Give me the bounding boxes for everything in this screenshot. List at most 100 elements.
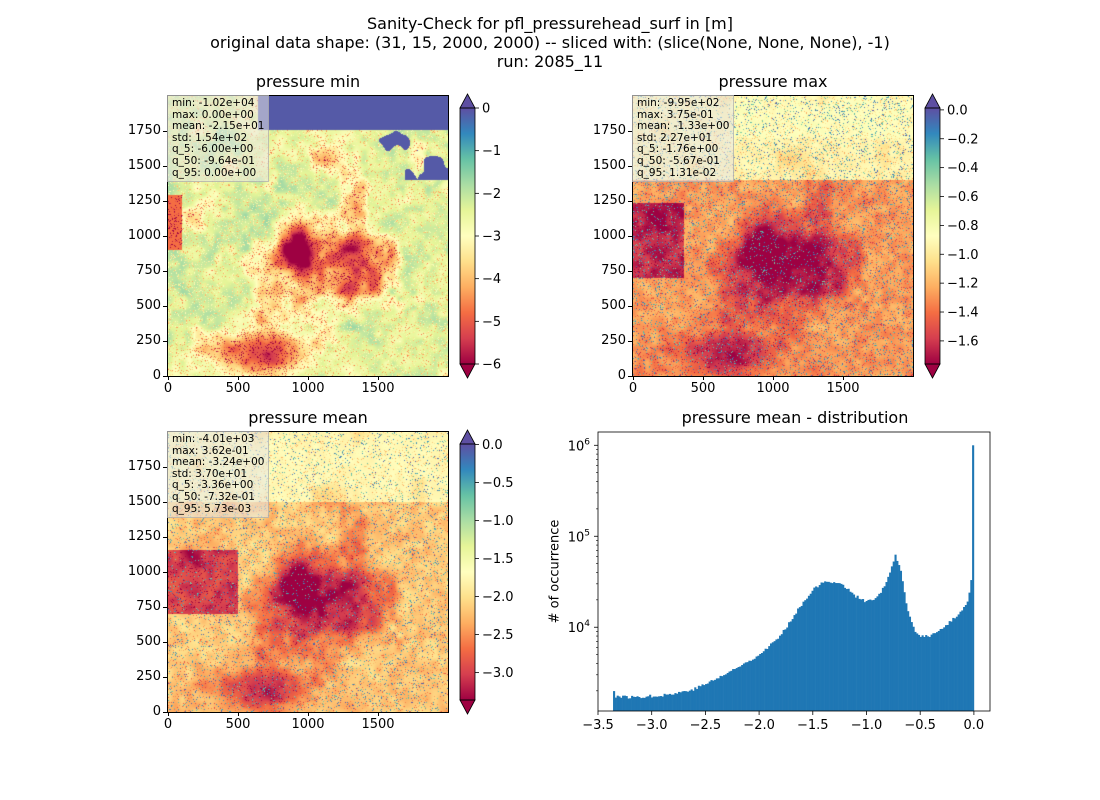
histogram-bar bbox=[777, 638, 780, 711]
x-tick-mark bbox=[307, 376, 309, 380]
histogram-bar bbox=[963, 606, 966, 711]
histogram-bar bbox=[708, 681, 711, 711]
histogram-bar bbox=[885, 582, 888, 711]
histogram-bar bbox=[831, 583, 834, 711]
figure-title-line-3: run: 2085_11 bbox=[496, 52, 604, 71]
colorbar-tick-label: −1.6 bbox=[947, 334, 979, 349]
colorbar-tick-label: 0 bbox=[482, 102, 490, 117]
histogram-bar bbox=[968, 592, 971, 711]
x-tick-mark bbox=[377, 376, 379, 380]
colorbar-tick-label: −2 bbox=[482, 187, 501, 202]
histogram-bar bbox=[797, 608, 800, 711]
histogram-bars bbox=[613, 445, 975, 711]
histogram-bar bbox=[732, 669, 735, 711]
histogram-bar bbox=[699, 686, 702, 711]
histogram-bar bbox=[658, 696, 661, 711]
histogram-bar bbox=[739, 666, 742, 711]
x-tick-mark bbox=[842, 376, 844, 380]
histogram-bar bbox=[966, 601, 969, 711]
histogram-bar bbox=[741, 665, 744, 711]
histogram-bar bbox=[629, 698, 632, 711]
histogram-bar bbox=[661, 696, 664, 711]
histogram-bar bbox=[733, 669, 737, 711]
histogram-bar bbox=[883, 586, 886, 711]
histogram-bar bbox=[714, 679, 717, 711]
histogram-bar bbox=[762, 651, 765, 711]
histogram-bar bbox=[834, 583, 838, 711]
colorbar-extend-min bbox=[459, 699, 476, 715]
histogram-bar bbox=[822, 582, 825, 711]
colorbar-body bbox=[460, 108, 475, 364]
histogram-bar bbox=[856, 595, 859, 711]
panel-title-distribution: pressure mean - distribution bbox=[681, 408, 909, 427]
histogram-bar bbox=[907, 611, 910, 711]
histogram-bar bbox=[789, 621, 792, 711]
histogram-bar bbox=[623, 695, 626, 711]
histogram-bar bbox=[719, 675, 722, 711]
y-tick-label: 1000 bbox=[127, 564, 161, 579]
histogram-bar bbox=[854, 597, 857, 711]
y-tick-label: 1250 bbox=[127, 193, 161, 208]
histogram-bar bbox=[843, 587, 847, 711]
histogram-bar bbox=[820, 582, 823, 711]
y-tick-mark bbox=[628, 165, 632, 167]
histogram-bar bbox=[723, 675, 726, 711]
histogram-bar bbox=[896, 560, 899, 711]
histogram-bar bbox=[816, 587, 820, 711]
histogram-bar bbox=[670, 694, 673, 711]
histogram-bar bbox=[809, 593, 812, 711]
histogram-bar bbox=[620, 697, 623, 711]
histogram-bar bbox=[964, 605, 967, 711]
histogram-bar bbox=[627, 698, 630, 711]
colorbar-tick-label: −0.4 bbox=[947, 161, 979, 176]
histogram-bar bbox=[791, 619, 794, 711]
histogram-bar bbox=[825, 581, 829, 711]
y-tick-label: 1500 bbox=[127, 494, 161, 509]
histogram-bar bbox=[836, 583, 839, 711]
colorbar-tick-label: −0.8 bbox=[947, 219, 979, 234]
panel-title-mean: pressure mean bbox=[248, 408, 368, 427]
y-tick-mark bbox=[163, 606, 167, 608]
y-tick-label: 0 bbox=[617, 368, 626, 383]
colorbar-extend-min bbox=[924, 363, 941, 379]
y-tick-label: 1000 bbox=[592, 228, 626, 243]
colorbar-tick-label: −3 bbox=[482, 230, 501, 245]
y-tick-mark bbox=[628, 235, 632, 237]
y-tick-label: 106 bbox=[568, 437, 591, 454]
histogram-bar bbox=[717, 678, 720, 711]
y-tick-mark bbox=[163, 340, 167, 342]
x-tick-label: −3.5 bbox=[582, 718, 614, 733]
stat-line: q_50: -9.64e-01 bbox=[172, 154, 255, 167]
histogram-bar bbox=[903, 592, 906, 711]
histogram-bar bbox=[818, 585, 821, 711]
colorbar-tick-label: −0.6 bbox=[947, 190, 979, 205]
histogram-bar bbox=[710, 680, 713, 711]
colorbar-tick-label: −4 bbox=[482, 272, 501, 287]
histogram-bar bbox=[652, 696, 655, 711]
x-tick-label: 500 bbox=[690, 381, 716, 396]
histogram-bar bbox=[917, 634, 921, 711]
histogram-bar bbox=[847, 588, 850, 711]
histogram-bar bbox=[952, 617, 955, 711]
histogram-bar bbox=[881, 587, 884, 711]
histogram-bar bbox=[813, 587, 816, 711]
histogram-bar bbox=[957, 614, 960, 711]
histogram-bar bbox=[659, 696, 663, 711]
histogram-bar bbox=[914, 631, 917, 711]
histogram-pressure-mean: −3.5 −3.0 −2.5 −2.0 −1.5 −1.0 −0.5 0.0 104 105 106 bbox=[568, 431, 991, 733]
y-tick-label: 250 bbox=[136, 669, 161, 684]
histogram-bar bbox=[764, 648, 767, 711]
histogram-bar bbox=[690, 689, 693, 711]
histogram-bar bbox=[681, 691, 684, 711]
histogram-bar bbox=[795, 613, 798, 711]
histogram-bar bbox=[905, 603, 908, 711]
histogram-bar bbox=[726, 672, 729, 711]
stat-line: q_95: 5.73e-03 bbox=[172, 502, 252, 515]
x-tick-label: −0.5 bbox=[904, 718, 936, 733]
histogram-bar bbox=[806, 598, 809, 711]
y-tick-mark bbox=[163, 466, 167, 468]
histogram-bar bbox=[697, 685, 700, 711]
histogram-bar bbox=[804, 600, 807, 711]
histogram-bar bbox=[746, 662, 749, 711]
histogram-bar bbox=[647, 696, 650, 711]
